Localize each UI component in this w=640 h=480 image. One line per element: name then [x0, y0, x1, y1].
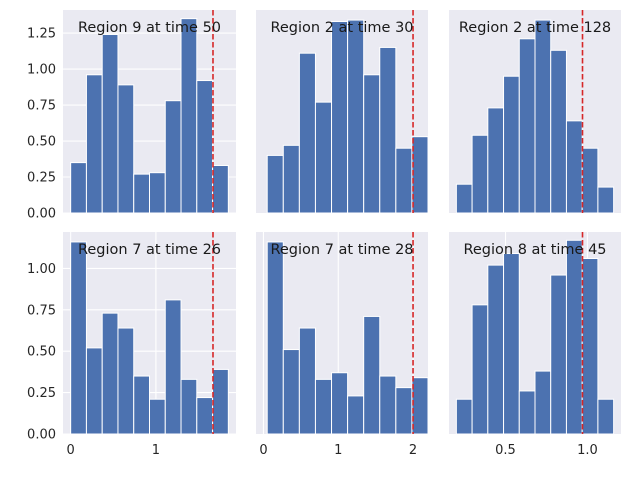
x-tick-label: 1 [334, 443, 342, 458]
histogram-bar [455, 398, 473, 435]
subplot-title: Region 2 at time 30 [270, 20, 413, 36]
subplot-title: Region 8 at time 45 [463, 242, 606, 258]
y-tick-label: 0.75 [27, 303, 56, 318]
histogram-bar [597, 398, 615, 435]
histogram-bar [133, 375, 151, 435]
y-tick-label: 0.75 [27, 99, 56, 114]
y-tick-label: 0.00 [27, 207, 56, 222]
x-tick-label: 0.5 [495, 443, 516, 458]
histogram-bar [550, 274, 567, 435]
histogram-bar [196, 80, 214, 214]
histogram-bar [149, 398, 166, 435]
histogram-bar [314, 101, 333, 214]
subplot-4: 0.00 0.25 0.50 0.75 1.00 0 1 Region 7 at time 2… [27, 232, 236, 458]
subplot-title: Region 2 at time 128 [459, 20, 611, 36]
histogram-bar [331, 21, 349, 214]
histogram-bar [331, 372, 349, 435]
histogram-bar [518, 38, 536, 214]
histogram-bar [266, 154, 284, 214]
histogram-bar [85, 347, 103, 435]
histogram-bar [487, 264, 505, 435]
histogram-bar [518, 390, 536, 435]
subplot-2: Region 2 at time 30 [256, 10, 429, 214]
histogram-bar [565, 120, 583, 214]
histogram-bar [70, 241, 87, 435]
histogram-bar [70, 162, 87, 214]
subplot-1: 0.00 0.25 0.50 0.75 1.00 1.25 Region 9 at time… [27, 10, 236, 222]
histogram-bar [85, 74, 103, 214]
histogram-bar [298, 327, 316, 435]
histogram-bar [379, 46, 397, 214]
histogram-bar [534, 370, 552, 435]
histogram-bar [565, 239, 583, 435]
histogram-bar [581, 257, 599, 435]
histogram-bar [471, 134, 489, 214]
histogram-bar [133, 173, 151, 214]
histogram-bar [534, 19, 552, 214]
histogram-bar [196, 397, 214, 435]
histogram-bar [212, 368, 229, 435]
subplot-title: Region 7 at time 26 [78, 242, 221, 258]
histogram-bar [411, 136, 429, 214]
subplot-3: Region 2 at time 128 [449, 10, 621, 214]
histogram-bar [282, 349, 300, 435]
subplot-6: 0.5 1.0 Region 8 at time 45 [449, 232, 621, 458]
histogram-bar [411, 377, 429, 435]
subplot-5: 0 1 2 Region 7 at time 28 [256, 232, 429, 458]
x-tick-label: 0 [259, 443, 267, 458]
histogram-bar [347, 395, 365, 435]
histogram-bar [117, 84, 135, 214]
y-tick-label: 0.25 [27, 171, 56, 186]
histogram-bar [212, 164, 229, 214]
histogram-bar [117, 327, 135, 435]
y-tick-label: 0.25 [27, 386, 56, 401]
y-tick-label: 1.00 [27, 63, 56, 78]
y-tick-label: 0.50 [27, 345, 56, 360]
histogram-bar [550, 49, 567, 214]
histogram-bar [314, 378, 333, 435]
histogram-bar [455, 183, 473, 214]
histogram-bar [180, 18, 198, 214]
histogram-bar [395, 147, 413, 214]
x-tick-label: 1.0 [577, 443, 598, 458]
y-tick-label: 0.50 [27, 135, 56, 150]
histogram-bar [581, 147, 599, 214]
histogram-bar [379, 375, 397, 435]
x-tick-label: 1 [152, 443, 160, 458]
y-tick-label: 1.00 [27, 262, 56, 277]
histogram-bar [347, 19, 365, 214]
histogram-bar [101, 312, 119, 435]
y-tick-label: 1.25 [27, 27, 56, 42]
histogram-bar [282, 144, 300, 214]
histogram-bar [101, 33, 119, 214]
histogram-bar [180, 378, 198, 435]
histogram-bar [149, 172, 166, 214]
histogram-bar [395, 387, 413, 435]
histogram-bar [363, 74, 381, 214]
y-tick-label: 0.00 [27, 428, 56, 443]
histogram-bar [164, 299, 182, 435]
histogram-bar [164, 100, 182, 214]
histogram-bar [597, 186, 615, 214]
histogram-bar [298, 52, 316, 214]
histogram-bar [503, 253, 520, 435]
histogram-bar [471, 304, 489, 435]
histogram-bar [487, 107, 505, 214]
x-tick-label: 2 [409, 443, 417, 458]
subplot-title: Region 7 at time 28 [270, 242, 413, 258]
histogram-bar [266, 241, 284, 435]
histogram-bar [363, 315, 381, 435]
subplot-title: Region 9 at time 50 [78, 20, 221, 36]
x-tick-label: 0 [67, 443, 75, 458]
histogram-bar [503, 75, 520, 214]
